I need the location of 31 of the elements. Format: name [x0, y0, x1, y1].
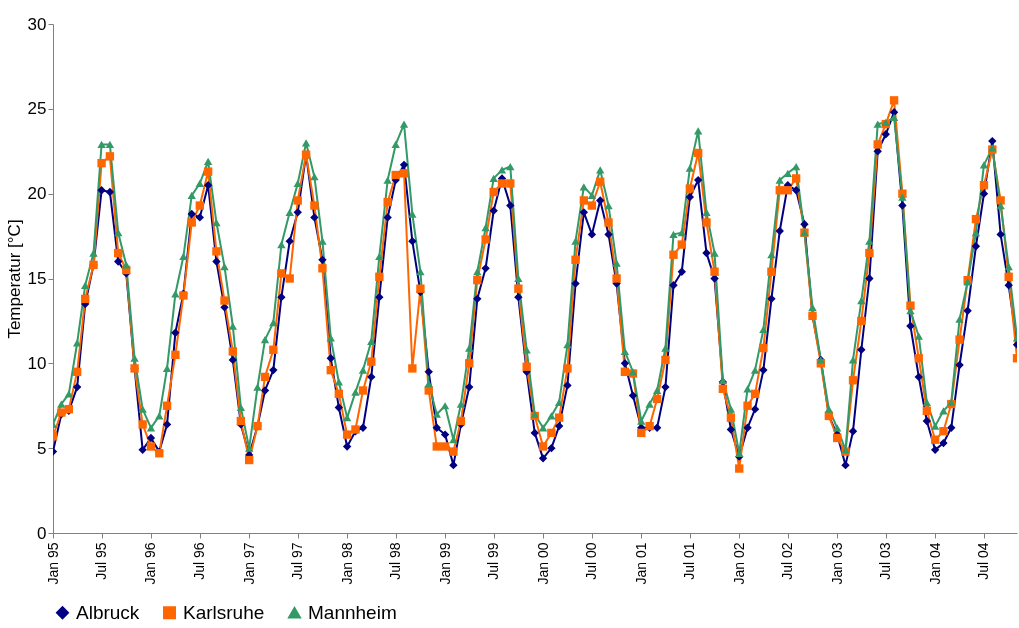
x-tick-label: Jan 00 — [534, 542, 551, 585]
legend-label: Karlsruhe — [183, 601, 265, 623]
x-tick-label: Jul 03 — [877, 542, 894, 580]
x-tick-label: Jan 99 — [436, 542, 453, 585]
x-tick-label: Jan 97 — [240, 542, 257, 585]
x-tick-label: Jan 03 — [828, 542, 845, 585]
x-tick-label: Jul 98 — [387, 542, 404, 580]
x-tick-label: Jan 01 — [632, 542, 649, 585]
x-tick-label: Jul 04 — [975, 542, 992, 580]
x-tick-label: Jul 95 — [93, 542, 110, 580]
x-tick-label: Jan 04 — [926, 542, 943, 585]
x-tick-label: Jan 96 — [142, 542, 159, 585]
y-tick-label: 10 — [27, 353, 47, 373]
y-tick-label: 30 — [27, 14, 47, 34]
y-tick-label: 20 — [27, 184, 47, 204]
y-tick-label: 25 — [27, 99, 47, 119]
y-tick-label: 5 — [37, 438, 47, 458]
x-tick-label: Jul 96 — [191, 542, 208, 580]
x-tick-label: Jul 02 — [779, 542, 796, 580]
y-tick-label: 15 — [27, 269, 47, 288]
x-tick-label: Jan 95 — [44, 542, 61, 585]
x-tick-label: Jul 99 — [485, 542, 502, 580]
y-tick-label: 0 — [37, 523, 47, 543]
legend-label: Mannheim — [308, 601, 397, 623]
x-tick-label: Jan 02 — [730, 542, 747, 585]
y-axis-title: Temperatur [°C] — [4, 219, 24, 339]
legend-label: Albruck — [76, 601, 140, 623]
x-tick-label: Jul 01 — [681, 542, 698, 580]
x-tick-label: Jan 98 — [338, 542, 355, 585]
x-tick-label: Jul 00 — [583, 542, 600, 580]
x-tick-label: Jul 97 — [289, 542, 306, 580]
